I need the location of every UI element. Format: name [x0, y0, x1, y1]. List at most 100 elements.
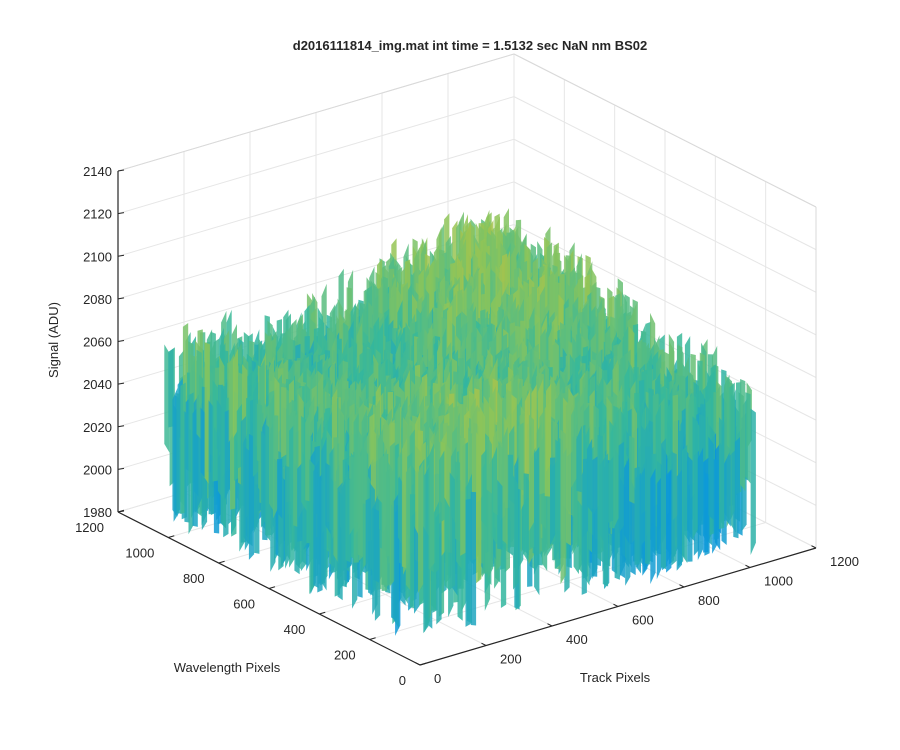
surface-patch — [660, 438, 667, 570]
box-edge — [117, 53, 515, 172]
z-tick-label: 2040 — [83, 377, 112, 392]
surface-patch — [317, 472, 323, 593]
surface-patch — [164, 344, 170, 453]
surface-patch — [345, 475, 351, 563]
surface-patch — [240, 416, 247, 543]
grid-line — [117, 181, 515, 300]
surface-patch — [692, 416, 698, 540]
surface-patch — [373, 508, 379, 583]
surface-patch — [377, 428, 383, 504]
y-tick-label: 600 — [233, 597, 255, 612]
surface-patch — [401, 437, 408, 569]
z-tick — [117, 425, 125, 428]
surface-patch — [486, 435, 492, 494]
surface-patch — [293, 410, 299, 528]
surface-patch — [718, 417, 725, 530]
surface-patch — [289, 424, 295, 568]
y-tick — [218, 560, 225, 564]
z-axis-label: Signal (ADU) — [46, 302, 61, 378]
surface-patch — [560, 429, 566, 585]
grid-line — [513, 138, 817, 293]
x-tick-label: 200 — [500, 652, 522, 667]
surface-patch — [220, 384, 226, 529]
x-tick-label: 400 — [566, 632, 588, 647]
surface-patch — [639, 467, 645, 547]
surface-patch — [581, 461, 587, 595]
surface-patch — [497, 479, 503, 550]
surface-patch — [750, 408, 756, 555]
surface-patch — [507, 454, 513, 556]
surface-patch — [208, 400, 214, 515]
surface-patch — [502, 426, 508, 545]
y-axis-label: Wavelength Pixels — [174, 660, 281, 675]
surface-patch — [369, 482, 375, 575]
surface-patch — [597, 434, 603, 563]
x-tick — [811, 545, 817, 549]
x-tick — [745, 564, 751, 568]
labels: d2016111814_img.mat int time = 1.5132 se… — [46, 38, 651, 685]
surface-patch — [285, 465, 291, 569]
y-tick-label: 0 — [399, 673, 406, 688]
surface-patch — [365, 497, 371, 573]
surface-patch — [650, 468, 656, 585]
surface-patch — [613, 405, 619, 530]
surface-patch — [305, 410, 311, 502]
y-tick-label: 400 — [284, 622, 306, 637]
surface-patch — [571, 403, 577, 488]
z-tick — [117, 382, 125, 385]
y-tick-label: 1000 — [125, 546, 154, 561]
surface-patch — [470, 491, 477, 626]
surface-patch — [196, 349, 202, 441]
surface-patch — [224, 409, 230, 501]
surface-patch — [333, 437, 339, 564]
surface-patch — [697, 447, 704, 561]
surface-patch — [393, 492, 400, 629]
z-tick — [117, 212, 125, 215]
surface-patch — [454, 461, 461, 542]
surface-patch — [192, 406, 198, 527]
surface-patch — [248, 433, 255, 560]
surface-patch — [381, 448, 387, 591]
z-tick — [117, 510, 125, 513]
surface-patch — [589, 389, 595, 451]
surface-patch — [655, 403, 661, 486]
x-tick — [679, 584, 685, 588]
surface-patch — [576, 425, 582, 493]
surface-patch — [309, 459, 315, 595]
surface-patch — [481, 449, 487, 528]
surface-patch — [414, 525, 420, 614]
z-tick — [117, 169, 125, 172]
surface-patch — [713, 459, 719, 540]
surface-patch — [409, 494, 416, 609]
surface-patch — [623, 457, 630, 544]
y-tick — [168, 535, 175, 538]
z-tick-label: 2100 — [83, 249, 112, 264]
surface-patch — [476, 432, 482, 584]
surface-patch — [528, 414, 535, 532]
surface-patch — [338, 407, 344, 498]
surface-patch — [256, 403, 263, 463]
surface-patch — [524, 389, 531, 483]
surface-patch — [168, 348, 174, 428]
surface-patch — [423, 526, 429, 634]
z-tick — [117, 467, 125, 470]
axes-box — [117, 53, 817, 548]
y-tick-label: 200 — [334, 648, 356, 663]
surface-patch — [602, 453, 609, 587]
z-tick-label: 2080 — [83, 292, 112, 307]
surface-patch — [666, 469, 672, 573]
surface-patch — [180, 382, 186, 514]
x-tick-label: 1000 — [764, 574, 793, 589]
z-tick-label: 1980 — [83, 505, 112, 520]
grid-line — [513, 224, 817, 378]
surface-patch — [260, 430, 267, 528]
surface-patch — [708, 436, 714, 520]
surface-patch — [204, 342, 210, 486]
surface-patch — [325, 462, 331, 535]
surface-mesh — [164, 208, 756, 636]
surface-patch — [523, 473, 529, 556]
surface-patch — [265, 423, 271, 541]
surface-patch — [337, 482, 343, 601]
